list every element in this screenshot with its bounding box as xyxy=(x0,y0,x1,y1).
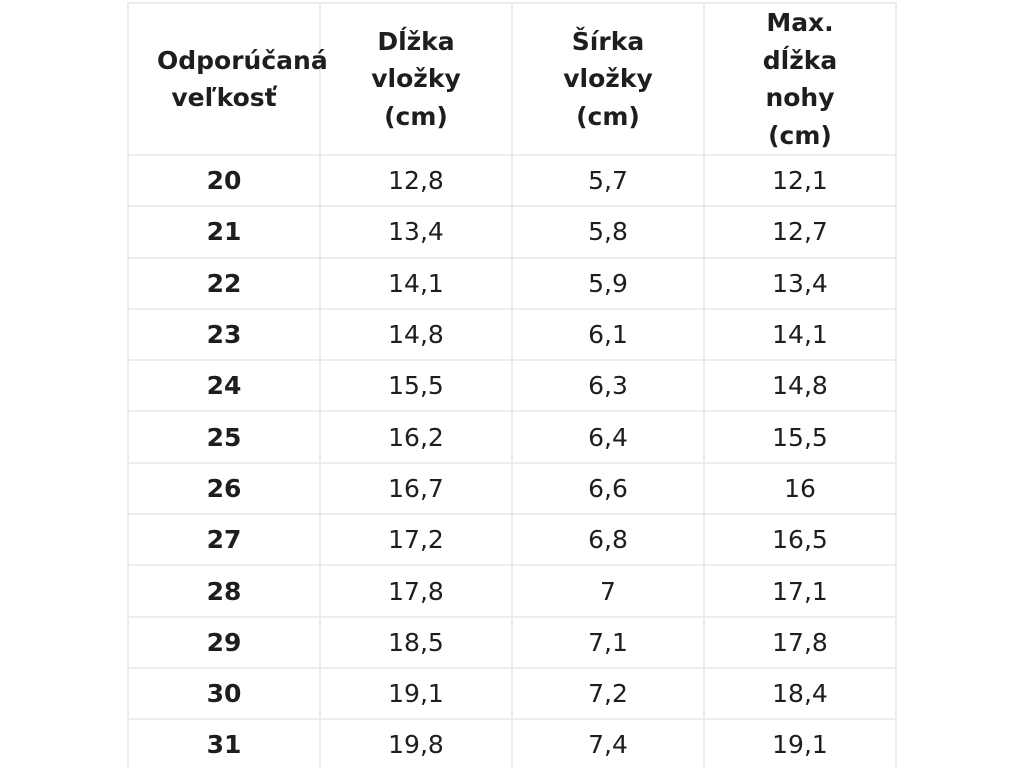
value-cell: 5,8 xyxy=(511,205,705,259)
table-row: 28 17,8 7 17,1 xyxy=(127,564,897,618)
table-row: 22 14,1 5,9 13,4 xyxy=(127,256,897,310)
value-cell: 18,5 xyxy=(319,615,513,669)
value-cell: 17,1 xyxy=(703,564,897,618)
value-cell: 5,7 xyxy=(511,153,705,208)
col-header-insole-length: Dĺžka vložky (cm) xyxy=(319,2,513,156)
size-cell: 24 xyxy=(127,359,321,413)
value-cell: 19,8 xyxy=(319,718,513,768)
value-cell: 6,8 xyxy=(511,513,705,567)
size-cell: 23 xyxy=(127,307,321,362)
size-cell: 25 xyxy=(127,410,321,464)
value-cell: 6,4 xyxy=(511,410,705,464)
header-row: Odporúčaná veľkosť Dĺžka vložky (cm) Šír… xyxy=(127,2,897,156)
size-cell: 31 xyxy=(127,718,321,768)
value-cell: 17,8 xyxy=(319,564,513,618)
size-cell: 27 xyxy=(127,513,321,567)
size-cell: 30 xyxy=(127,666,321,721)
size-cell: 21 xyxy=(127,205,321,259)
table-row: 21 13,4 5,8 12,7 xyxy=(127,205,897,259)
table-header: Odporúčaná veľkosť Dĺžka vložky (cm) Šír… xyxy=(127,2,897,156)
size-chart-table: Odporúčaná veľkosť Dĺžka vložky (cm) Šír… xyxy=(127,2,897,768)
value-cell: 14,8 xyxy=(319,307,513,362)
table-row: 23 14,8 6,1 14,1 xyxy=(127,307,897,362)
value-cell: 16,5 xyxy=(703,513,897,567)
table-row: 27 17,2 6,8 16,5 xyxy=(127,513,897,567)
size-cell: 20 xyxy=(127,153,321,208)
value-cell: 19,1 xyxy=(703,718,897,768)
table-row: 26 16,7 6,6 16 xyxy=(127,461,897,516)
table-row: 24 15,5 6,3 14,8 xyxy=(127,359,897,413)
col-header-recommended-size: Odporúčaná veľkosť xyxy=(127,2,328,156)
size-cell: 22 xyxy=(127,256,321,310)
value-cell: 16,7 xyxy=(319,461,513,516)
value-cell: 19,1 xyxy=(319,666,513,721)
value-cell: 6,1 xyxy=(511,307,705,362)
value-cell: 14,8 xyxy=(703,359,897,413)
size-cell: 26 xyxy=(127,461,321,516)
table-row: 25 16,2 6,4 15,5 xyxy=(127,410,897,464)
value-cell: 6,6 xyxy=(511,461,705,516)
value-cell: 17,2 xyxy=(319,513,513,567)
value-cell: 7,4 xyxy=(511,718,705,768)
table-row: 31 19,8 7,4 19,1 xyxy=(127,718,897,768)
value-cell: 13,4 xyxy=(319,205,513,259)
value-cell: 6,3 xyxy=(511,359,705,413)
size-cell: 29 xyxy=(127,615,321,669)
size-cell: 28 xyxy=(127,564,321,618)
table-row: 29 18,5 7,1 17,8 xyxy=(127,615,897,669)
value-cell: 15,5 xyxy=(703,410,897,464)
value-cell: 7,1 xyxy=(511,615,705,669)
col-header-max-foot-length: Max. dĺžka nohy (cm) xyxy=(703,2,897,156)
table-row: 30 19,1 7,2 18,4 xyxy=(127,666,897,721)
value-cell: 18,4 xyxy=(703,666,897,721)
value-cell: 14,1 xyxy=(319,256,513,310)
value-cell: 17,8 xyxy=(703,615,897,669)
value-cell: 12,1 xyxy=(703,153,897,208)
value-cell: 7 xyxy=(511,564,705,618)
value-cell: 16 xyxy=(703,461,897,516)
value-cell: 16,2 xyxy=(319,410,513,464)
table-body: 20 12,8 5,7 12,1 21 13,4 5,8 12,7 22 14,1 5,9 13,4 2… xyxy=(127,153,897,768)
value-cell: 14,1 xyxy=(703,307,897,362)
value-cell: 13,4 xyxy=(703,256,897,310)
value-cell: 5,9 xyxy=(511,256,705,310)
value-cell: 7,2 xyxy=(511,666,705,721)
value-cell: 12,7 xyxy=(703,205,897,259)
value-cell: 12,8 xyxy=(319,153,513,208)
col-header-insole-width: Šírka vložky (cm) xyxy=(511,2,705,156)
table-row: 20 12,8 5,7 12,1 xyxy=(127,153,897,208)
value-cell: 15,5 xyxy=(319,359,513,413)
